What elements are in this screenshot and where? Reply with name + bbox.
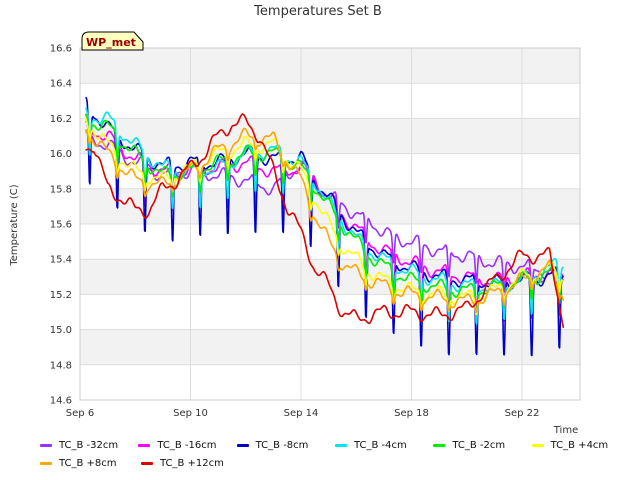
y-tick-label: 16.6	[50, 44, 72, 55]
legend-swatch	[138, 443, 151, 447]
legend-swatch	[40, 443, 52, 447]
y-tick-label: 16.0	[50, 149, 72, 160]
legend-item: TC_B +8cm	[40, 458, 141, 469]
y-tick-label: 15.2	[50, 290, 72, 301]
legend-swatch	[141, 461, 153, 465]
plot-band	[80, 83, 580, 119]
plot-band	[80, 118, 580, 154]
legend-label: TC_B -4cm	[353, 439, 407, 451]
legend-swatch	[334, 443, 347, 447]
x-tick-label: Sep 18	[394, 408, 429, 419]
y-tick-label: 14.6	[50, 396, 72, 407]
x-axis-label: Time	[553, 425, 578, 436]
y-tick-label: 16.4	[50, 79, 72, 90]
y-tick-label: 15.6	[50, 220, 72, 231]
series-line	[84, 127, 565, 314]
y-tick-label: 15.8	[50, 184, 72, 195]
series-line	[85, 113, 565, 328]
y-tick-labels: 14.6 14.8 15.0 15.2 15.4 15.6 15.8 16.0 16.2 16.4…	[50, 44, 72, 407]
plot-band	[80, 329, 580, 365]
legend: TC_B -32cm TC_B -16cm TC_B -8cm TC_B -4cm TC…	[40, 436, 630, 472]
series-line	[84, 107, 564, 325]
chart-title: Temperatures Set B	[253, 4, 382, 19]
y-tick-label: 15.4	[50, 255, 72, 266]
y-tick-label: 15.0	[50, 325, 72, 336]
x-tick-label: Sep 10	[173, 408, 208, 419]
legend-item: TC_B -32cm	[40, 440, 138, 451]
plot-band	[80, 364, 580, 400]
wp-met-badge: WP_met	[81, 31, 144, 51]
plot-band	[80, 294, 580, 330]
legend-item: TC_B +4cm	[531, 439, 630, 451]
legend-label: TC_B -8cm	[255, 439, 309, 451]
legend-item: TC_B -4cm	[334, 439, 433, 451]
y-axis-label: Temperature (C)	[9, 184, 20, 266]
legend-swatch	[40, 461, 52, 465]
legend-swatch	[236, 443, 249, 447]
legend-row: TC_B -32cm TC_B -16cm TC_B -8cm TC_B -4cm TC…	[40, 436, 630, 454]
legend-item: TC_B -8cm	[236, 439, 335, 451]
legend-label: TC_B +8cm	[59, 457, 117, 469]
legend-item: TC_B +12cm	[141, 458, 242, 469]
series-line	[84, 117, 565, 316]
legend-label: TC_B +4cm	[550, 439, 609, 451]
legend-label: TC_B +12cm	[160, 457, 224, 469]
legend-label: TC_B -2cm	[452, 439, 506, 451]
plot-frame	[79, 47, 581, 401]
legend-item: TC_B -16cm	[138, 440, 236, 451]
x-tick-label: Sep 22	[505, 408, 540, 419]
x-tick-labels: Sep 6 Sep 10 Sep 14 Sep 18 Sep 22	[66, 408, 540, 419]
y-tick-label: 14.8	[50, 360, 72, 371]
series-lines	[84, 96, 565, 357]
legend-swatch	[433, 443, 446, 447]
legend-swatch	[531, 443, 544, 447]
badge-label: WP_met	[86, 36, 136, 49]
legend-row: TC_B +8cm TC_B +12cm	[40, 454, 630, 472]
x-tick-label: Sep 14	[284, 408, 319, 419]
x-tick-label: Sep 6	[66, 408, 94, 419]
legend-label: TC_B -16cm	[157, 439, 217, 451]
legend-item: TC_B -2cm	[433, 440, 531, 451]
legend-label: TC_B -32cm	[59, 439, 119, 451]
y-tick-label: 16.2	[50, 114, 72, 125]
plot-band	[80, 48, 580, 84]
